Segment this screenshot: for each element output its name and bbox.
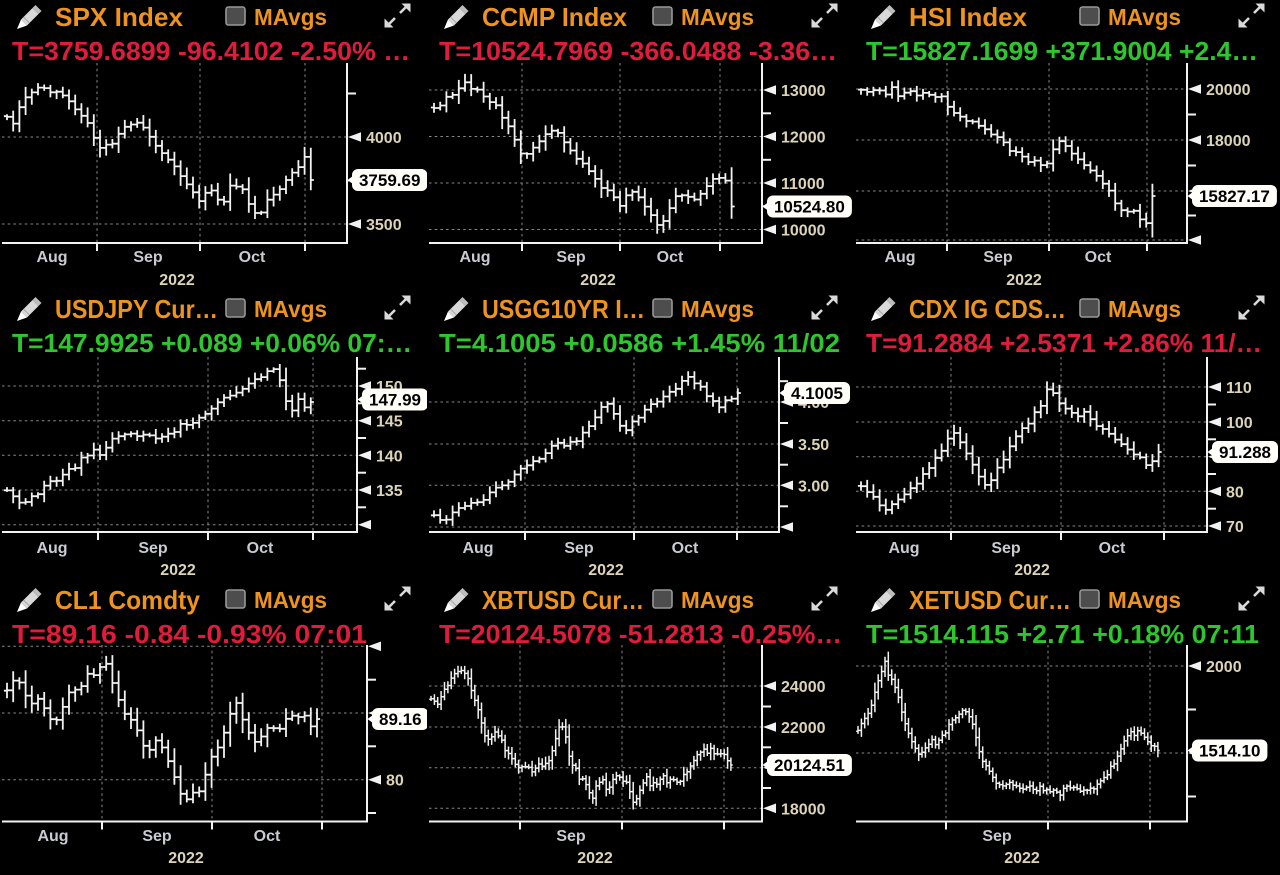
svg-text:T=15827.1699 +371.9004 +2.4…: T=15827.1699 +371.9004 +2.4…: [866, 36, 1258, 66]
svg-text:Sep: Sep: [556, 828, 586, 845]
svg-text:Oct: Oct: [239, 249, 266, 266]
svg-text:135: 135: [376, 483, 403, 500]
svg-text:20000: 20000: [1206, 82, 1251, 99]
svg-text:145: 145: [376, 414, 403, 431]
svg-text:Sep: Sep: [138, 540, 168, 557]
svg-text:Aug: Aug: [37, 828, 68, 845]
svg-text:4000: 4000: [366, 130, 402, 147]
svg-text:Aug: Aug: [36, 249, 67, 266]
svg-text:2000: 2000: [1206, 659, 1242, 676]
svg-text:MAvgs: MAvgs: [254, 587, 327, 613]
svg-text:MAvgs: MAvgs: [1108, 4, 1181, 30]
svg-text:70: 70: [1226, 519, 1244, 536]
svg-text:Oct: Oct: [672, 540, 699, 557]
svg-text:10524.80: 10524.80: [774, 198, 845, 217]
svg-text:Sep: Sep: [142, 828, 172, 845]
svg-text:12000: 12000: [781, 130, 826, 147]
svg-text:T=4.1005 +0.0586 +1.45% 11/02: T=4.1005 +0.0586 +1.45% 11/02: [439, 328, 840, 358]
svg-text:3.00: 3.00: [798, 478, 829, 495]
svg-text:Aug: Aug: [884, 249, 915, 266]
svg-text:2022: 2022: [1004, 850, 1040, 867]
svg-text:Oct: Oct: [1099, 540, 1126, 557]
svg-text:80: 80: [386, 773, 404, 790]
svg-text:Sep: Sep: [982, 828, 1012, 845]
svg-text:80: 80: [1226, 484, 1244, 501]
svg-text:USDJPY Cur…: USDJPY Cur…: [55, 294, 218, 324]
svg-text:3500: 3500: [366, 217, 402, 234]
svg-text:Sep: Sep: [564, 540, 594, 557]
svg-text:110: 110: [1226, 380, 1252, 397]
svg-text:MAvgs: MAvgs: [681, 4, 754, 30]
svg-text:2022: 2022: [168, 850, 204, 867]
svg-text:Oct: Oct: [254, 828, 281, 845]
svg-text:Oct: Oct: [657, 249, 684, 266]
svg-text:Sep: Sep: [983, 249, 1013, 266]
svg-text:CCMP Index: CCMP Index: [482, 2, 628, 32]
svg-text:18000: 18000: [781, 801, 826, 818]
svg-text:MAvgs: MAvgs: [254, 296, 327, 322]
svg-text:MAvgs: MAvgs: [1108, 296, 1181, 322]
svg-text:XETUSD Cur…: XETUSD Cur…: [909, 585, 1071, 615]
svg-text:91.288: 91.288: [1219, 443, 1271, 462]
svg-text:T=147.9925 +0.089 +0.06% 07:…: T=147.9925 +0.089 +0.06% 07:…: [12, 328, 412, 358]
svg-text:2022: 2022: [1014, 562, 1050, 579]
svg-text:Aug: Aug: [459, 249, 490, 266]
svg-text:89.16: 89.16: [379, 710, 422, 729]
svg-text:15827.17: 15827.17: [1199, 187, 1270, 206]
svg-text:CL1 Comdty: CL1 Comdty: [55, 585, 201, 615]
svg-text:2022: 2022: [577, 850, 613, 867]
svg-text:MAvgs: MAvgs: [681, 587, 754, 613]
svg-text:2022: 2022: [160, 562, 196, 579]
svg-text:Aug: Aug: [462, 540, 493, 557]
svg-text:2022: 2022: [588, 562, 624, 579]
svg-text:T=10524.7969 -366.0488 -3.36…: T=10524.7969 -366.0488 -3.36…: [439, 36, 837, 66]
svg-text:T=20124.5078 -51.2813 -0.25%…: T=20124.5078 -51.2813 -0.25%…: [439, 619, 842, 649]
svg-text:11000: 11000: [781, 176, 825, 193]
svg-text:Aug: Aug: [888, 540, 919, 557]
svg-text:MAvgs: MAvgs: [254, 4, 327, 30]
svg-text:MAvgs: MAvgs: [1108, 587, 1181, 613]
svg-text:3759.69: 3759.69: [359, 171, 420, 190]
svg-text:1514.10: 1514.10: [1199, 742, 1260, 761]
svg-text:3.50: 3.50: [798, 437, 829, 454]
svg-text:CDX IG CDS…: CDX IG CDS…: [909, 294, 1066, 324]
svg-text:2022: 2022: [159, 272, 195, 289]
svg-text:24000: 24000: [781, 679, 826, 696]
svg-text:Sep: Sep: [991, 540, 1021, 557]
svg-text:SPX Index: SPX Index: [55, 2, 184, 32]
svg-text:HSI Index: HSI Index: [909, 2, 1028, 32]
svg-text:Oct: Oct: [1085, 249, 1112, 266]
svg-text:13000: 13000: [781, 83, 826, 100]
svg-text:22000: 22000: [781, 720, 826, 737]
svg-text:Sep: Sep: [133, 249, 163, 266]
svg-text:Aug: Aug: [36, 540, 67, 557]
svg-text:Sep: Sep: [556, 249, 586, 266]
svg-text:140: 140: [376, 448, 403, 465]
svg-text:T=1514.115 +2.71 +0.18% 07:11: T=1514.115 +2.71 +0.18% 07:11: [866, 619, 1259, 649]
svg-text:T=91.2884 +2.5371 +2.86% 11/…: T=91.2884 +2.5371 +2.86% 11/…: [866, 328, 1262, 358]
svg-text:2022: 2022: [1006, 272, 1042, 289]
svg-text:18000: 18000: [1206, 133, 1251, 150]
svg-text:MAvgs: MAvgs: [681, 296, 754, 322]
svg-text:2022: 2022: [580, 272, 616, 289]
svg-text:Oct: Oct: [247, 540, 274, 557]
svg-text:T=89.16 -0.84 -0.93% 07:01: T=89.16 -0.84 -0.93% 07:01: [12, 619, 367, 649]
svg-text:147.99: 147.99: [369, 391, 421, 410]
svg-text:10000: 10000: [781, 223, 826, 240]
svg-text:T=3759.6899 -96.4102 -2.50% …: T=3759.6899 -96.4102 -2.50% …: [12, 36, 410, 66]
svg-text:100: 100: [1226, 415, 1253, 432]
svg-text:XBTUSD Cur…: XBTUSD Cur…: [482, 585, 644, 615]
svg-text:USGG10YR I…: USGG10YR I…: [482, 294, 645, 324]
svg-text:4.1005: 4.1005: [791, 384, 843, 403]
svg-text:20124.51: 20124.51: [774, 756, 845, 775]
